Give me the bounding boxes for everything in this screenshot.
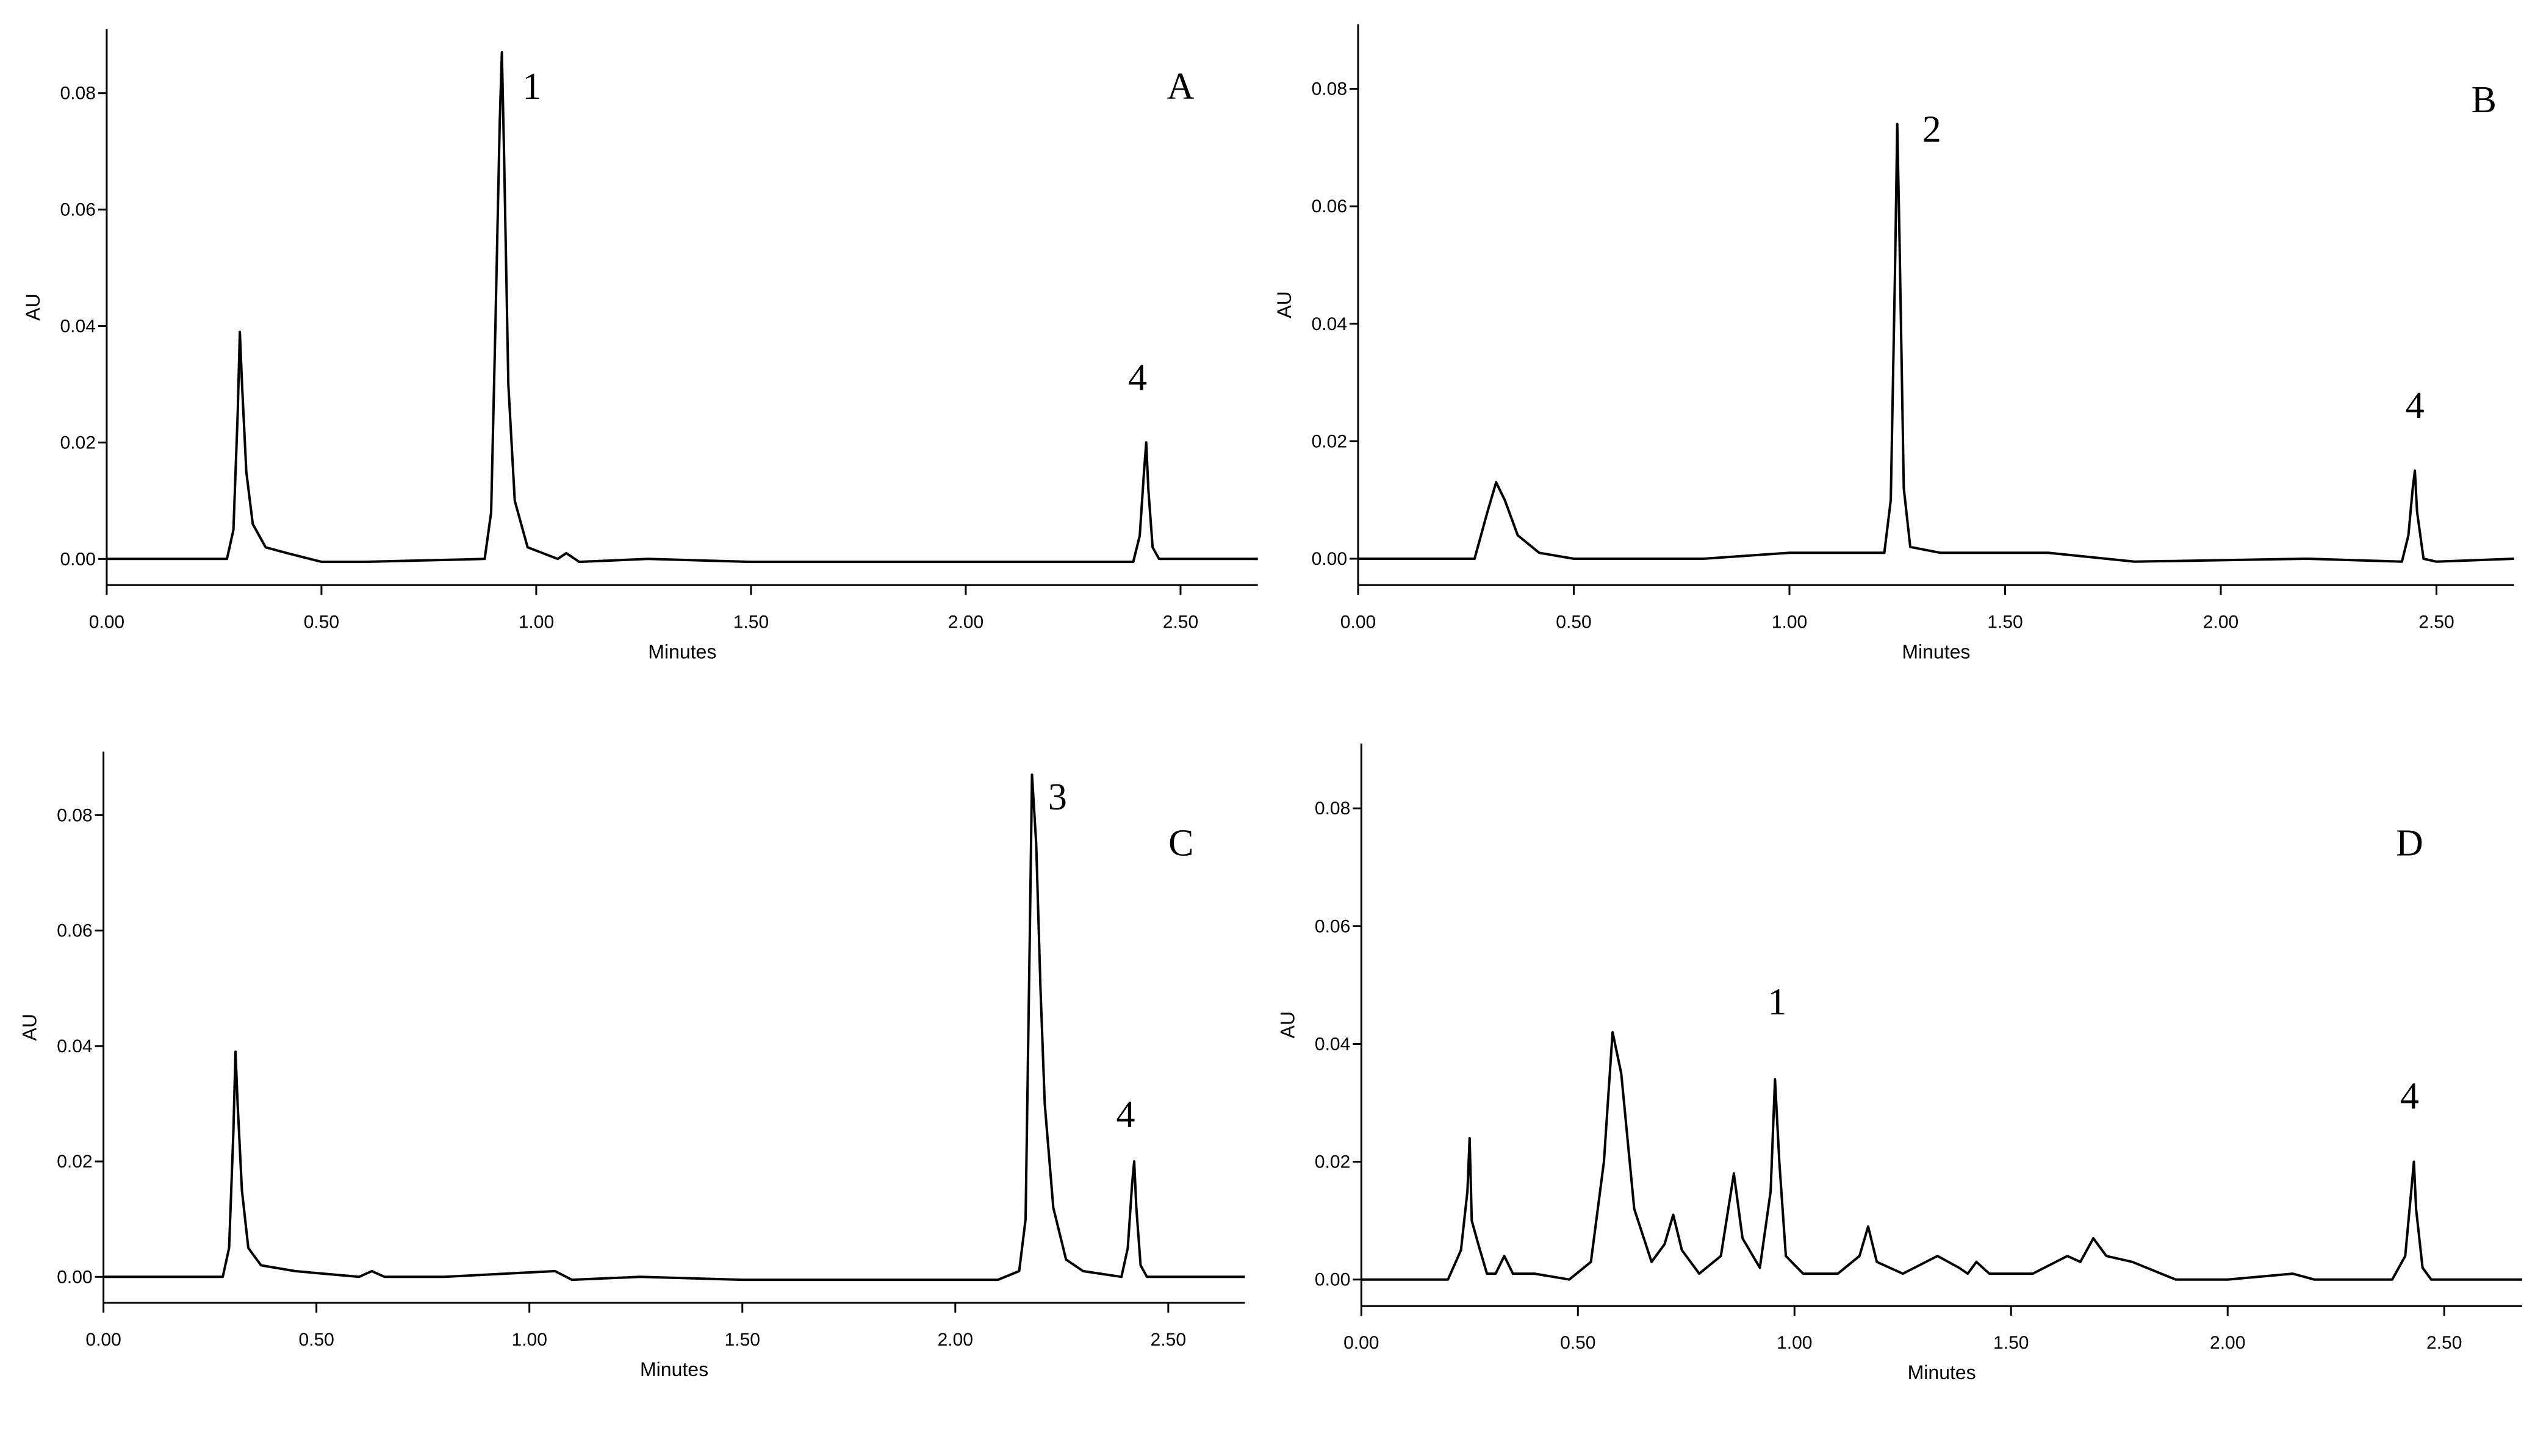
y-tick-label: 0.04 — [60, 317, 96, 337]
y-tick-label: 0.04 — [1312, 314, 1347, 334]
peak-annotation: 4 — [1116, 1094, 1135, 1135]
x-tick-label: 1.00 — [1772, 612, 1807, 632]
peak-annotation: 3 — [1048, 776, 1067, 818]
y-tick-label: 0.06 — [1312, 196, 1347, 217]
y-tick-label: 0.00 — [57, 1267, 92, 1287]
x-tick-label: 2.00 — [948, 612, 983, 632]
y-tick-label: 0.06 — [1315, 916, 1350, 936]
chromatogram-line — [106, 51, 1258, 564]
y-tick-label: 0.02 — [60, 432, 96, 453]
x-tick-label: 1.50 — [733, 612, 769, 632]
chromatogram-line — [1358, 123, 2514, 563]
y-tick-label: 0.02 — [1312, 431, 1347, 451]
y-axis-label: AU — [22, 293, 44, 320]
x-tick-label: 2.50 — [1163, 612, 1198, 632]
x-tick-label: 0.00 — [1343, 1333, 1379, 1353]
x-tick-label: 2.00 — [2210, 1333, 2245, 1353]
y-tick-label: 0.00 — [60, 549, 96, 569]
peak-annotation: 1 — [1767, 981, 1786, 1023]
x-tick-label: 1.50 — [1987, 612, 2023, 632]
x-tick-label: 0.50 — [304, 612, 339, 632]
y-tick-label: 0.08 — [1312, 79, 1347, 99]
peak-annotation: 4 — [1128, 357, 1147, 399]
y-tick-label: 0.06 — [60, 200, 96, 220]
chart-panel: 0.00 0.02 0.04 0.06 0.08 0.00 0.50 1.00 1.50 2.00… — [1273, 24, 2514, 662]
peak-annotation: B — [2472, 79, 2497, 121]
peak-annotation: C — [1168, 823, 1193, 864]
x-tick-label: 1.00 — [512, 1330, 547, 1350]
x-tick-label: 0.00 — [85, 1330, 121, 1350]
x-tick-label: 2.00 — [2203, 612, 2238, 632]
x-axis-label: Minutes — [1908, 1361, 1976, 1383]
chart-panel: 0.00 0.02 0.04 0.06 0.08 0.00 0.50 1.00 1.50 2.00… — [19, 751, 1245, 1380]
y-tick-label: 0.02 — [1315, 1152, 1350, 1172]
peak-annotation: 1 — [522, 66, 541, 107]
x-tick-label: 2.50 — [2426, 1333, 2462, 1353]
y-tick-label: 0.02 — [57, 1152, 92, 1172]
x-tick-label: 2.50 — [2418, 612, 2454, 632]
x-tick-label: 0.00 — [89, 612, 124, 632]
peak-annotation: D — [2396, 822, 2423, 864]
x-tick-label: 0.00 — [1340, 612, 1376, 632]
x-tick-label: 0.50 — [1560, 1333, 1595, 1353]
x-axis-label: Minutes — [640, 1358, 708, 1380]
x-tick-label: 1.50 — [1993, 1333, 2029, 1353]
y-tick-label: 0.08 — [60, 84, 96, 104]
chart-panel: 0.00 0.02 0.04 0.06 0.08 0.00 0.50 1.00 1.50 2.00… — [22, 29, 1258, 662]
peak-annotation: 4 — [2406, 385, 2425, 426]
x-tick-label: 1.50 — [725, 1330, 760, 1350]
x-axis-label: Minutes — [648, 640, 716, 662]
y-tick-label: 0.00 — [1315, 1270, 1350, 1290]
chromatogram-line — [103, 773, 1245, 1282]
x-tick-label: 1.00 — [1777, 1333, 1812, 1353]
y-tick-label: 0.08 — [57, 805, 92, 825]
x-axis-label: Minutes — [1902, 640, 1970, 662]
y-axis-label: AU — [1276, 1011, 1298, 1038]
y-tick-label: 0.00 — [1312, 549, 1347, 569]
peak-annotation: A — [1167, 66, 1195, 107]
y-tick-label: 0.04 — [57, 1036, 92, 1056]
chromatogram-line — [1361, 1031, 2522, 1281]
x-tick-label: 2.50 — [1151, 1330, 1186, 1350]
x-tick-label: 0.50 — [1556, 612, 1591, 632]
peak-annotation: 4 — [2400, 1076, 2419, 1117]
y-axis-label: AU — [1273, 291, 1295, 318]
y-tick-label: 0.06 — [57, 921, 92, 941]
x-tick-label: 0.50 — [298, 1330, 334, 1350]
y-tick-label: 0.04 — [1315, 1034, 1350, 1054]
y-tick-label: 0.08 — [1315, 798, 1350, 819]
x-tick-label: 1.00 — [519, 612, 554, 632]
chart-panel: 0.00 0.02 0.04 0.06 0.08 0.00 0.50 1.00 1.50 2.00… — [1276, 744, 2522, 1383]
x-tick-label: 2.00 — [938, 1330, 973, 1350]
y-axis-label: AU — [19, 1014, 41, 1041]
peak-annotation: 2 — [1922, 109, 1941, 150]
